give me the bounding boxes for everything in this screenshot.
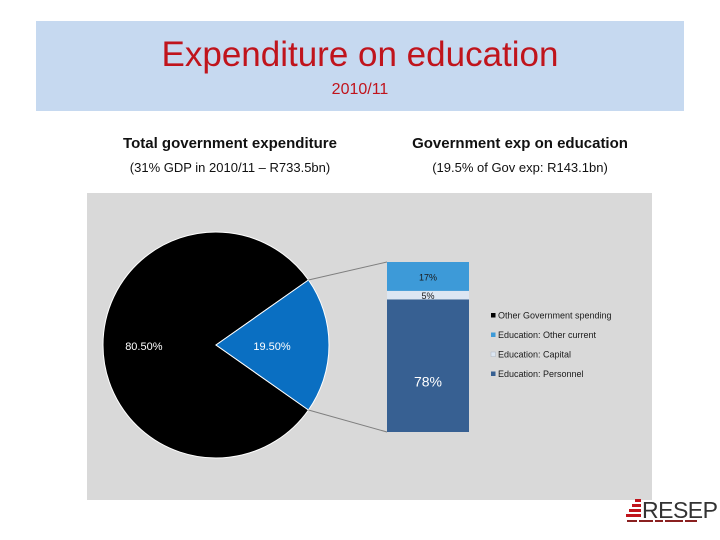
bar-data-label: 78% <box>414 374 442 390</box>
legend-label: Education: Personnel <box>498 369 584 379</box>
bar-data-label: 5% <box>421 291 434 301</box>
logo-text: RESEP <box>642 497 718 523</box>
page-subtitle: 2010/11 <box>331 81 389 98</box>
logo-tagline-mark <box>627 520 705 523</box>
bar-segment <box>387 299 469 432</box>
legend-label: Education: Capital <box>498 350 571 360</box>
bar-data-label: 17% <box>419 272 437 282</box>
left-panel-subheading: (31% GDP in 2010/11 – R733.5bn) <box>129 160 331 175</box>
title-banner: Expenditure on education 2010/11 <box>36 21 684 111</box>
logo-mark-icon <box>626 499 641 517</box>
connector-line <box>308 409 388 433</box>
legend-swatch <box>491 332 496 337</box>
legend-swatch <box>490 351 496 357</box>
pie-slice <box>215 279 330 411</box>
bar-segment <box>387 290 469 300</box>
pie-slice <box>102 231 310 459</box>
pie-data-label: 80.50% <box>125 341 163 353</box>
resep-logo: RESEP <box>626 497 718 527</box>
bar-segment <box>387 262 469 291</box>
pie-data-label: 19.50% <box>253 341 291 353</box>
left-panel-heading: Total government expenditure <box>123 135 337 152</box>
legend-swatch <box>491 313 496 318</box>
connector-line <box>308 261 388 281</box>
legend-label: Other Government spending <box>498 311 612 321</box>
legend-label: Education: Other current <box>498 330 597 340</box>
right-panel-heading: Government exp on education <box>412 135 628 152</box>
legend-swatch <box>491 371 496 376</box>
right-panel-subheading: (19.5% of Gov exp: R143.1bn) <box>432 160 608 175</box>
page-title: Expenditure on education <box>161 35 559 74</box>
